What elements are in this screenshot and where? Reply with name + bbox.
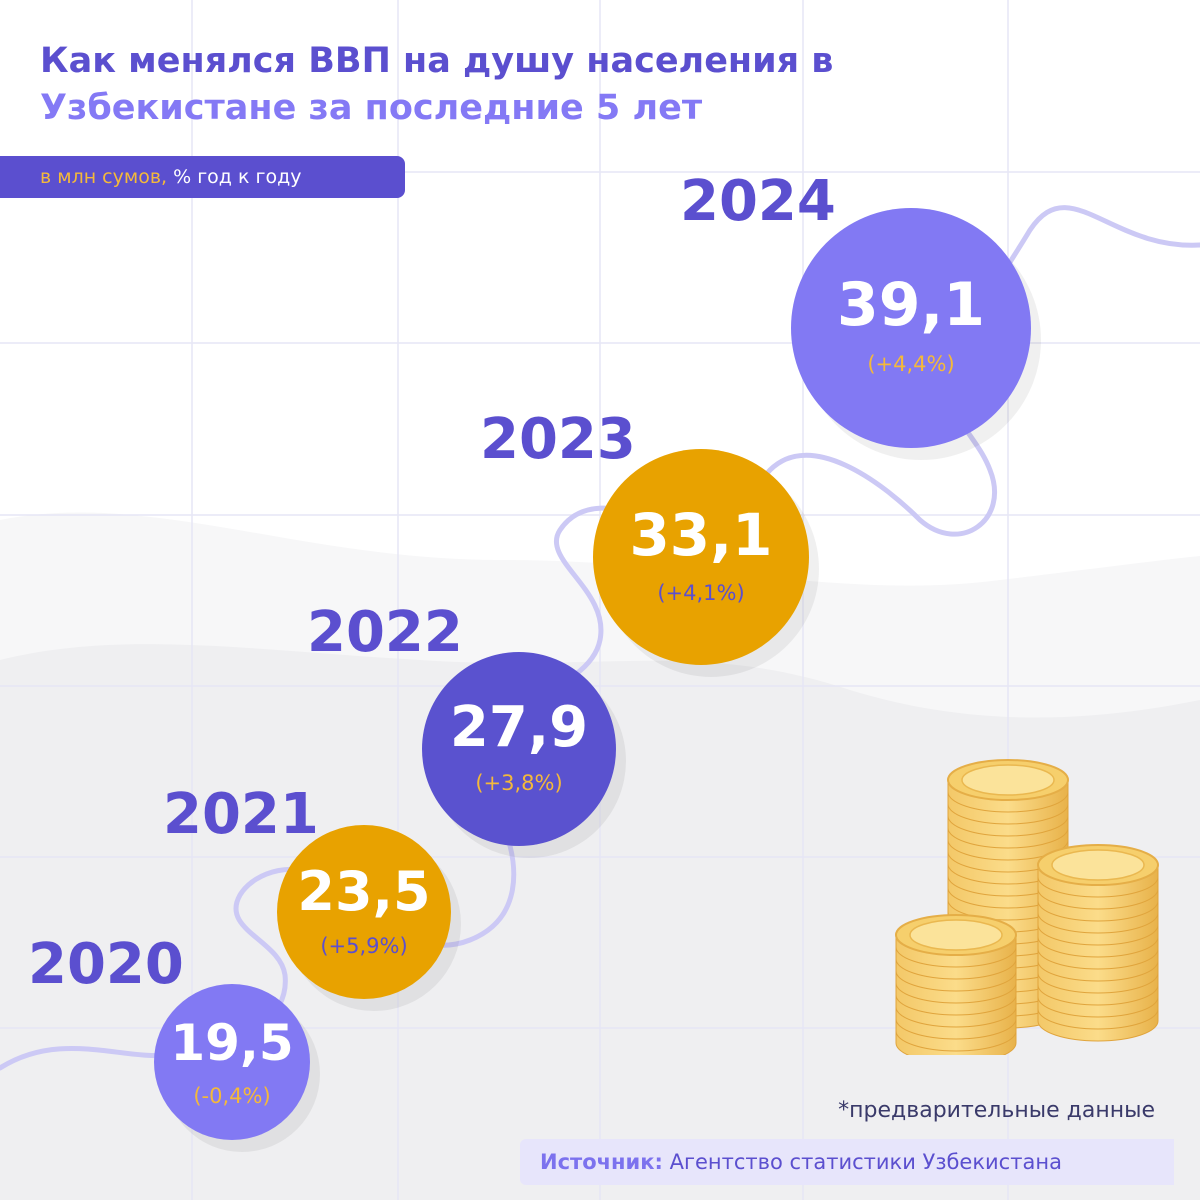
units-label-primary: в млн сумов, xyxy=(40,166,168,188)
data-change-2022: (+3,8%) xyxy=(475,771,563,795)
units-label-secondary: % год к году xyxy=(173,166,302,188)
data-bubble-2021: 23,5 (+5,9%) xyxy=(277,825,451,999)
year-label-2023: 2023 xyxy=(480,407,636,472)
data-value-2022: 27,9 xyxy=(449,695,589,760)
title-line-1: Как менялся ВВП на душу населения в xyxy=(40,41,834,81)
source-text: Агентство статистики Узбекистана xyxy=(662,1150,1062,1174)
coin-stack xyxy=(895,914,1017,1055)
data-value-2020: 19,5 xyxy=(170,1014,294,1072)
data-change-2020: (-0,4%) xyxy=(193,1084,271,1108)
data-bubble-2024: 39,1 (+4,4%) xyxy=(791,208,1031,448)
year-label-2020: 2020 xyxy=(28,932,184,997)
source-label: Источник: xyxy=(540,1150,663,1174)
gold-coins-icon xyxy=(895,759,1159,1055)
data-bubble-2022: 27,9 (+3,8%) xyxy=(422,652,616,846)
chart-title: Как менялся ВВП на душу населения в Узбе… xyxy=(40,38,833,132)
source-bar: Источник: Агентство статистики Узбекиста… xyxy=(520,1139,1174,1185)
data-change-2024: (+4,4%) xyxy=(867,352,955,376)
year-label-2021: 2021 xyxy=(163,782,319,847)
preliminary-data-note: *предварительные данные xyxy=(838,1098,1155,1123)
data-value-2021: 23,5 xyxy=(297,860,431,923)
year-label-2022: 2022 xyxy=(307,600,463,665)
data-value-2023: 33,1 xyxy=(629,501,773,569)
data-change-2023: (+4,1%) xyxy=(657,581,745,605)
title-line-2: Узбекистане за последние 5 лет xyxy=(40,88,703,128)
year-label-2024: 2024 xyxy=(680,169,836,234)
data-bubble-2023: 33,1 (+4,1%) xyxy=(593,449,809,665)
data-value-2024: 39,1 xyxy=(836,270,986,340)
data-bubble-2020: 19,5 (-0,4%) xyxy=(154,984,310,1140)
units-badge: в млн сумов, % год к году xyxy=(0,156,405,198)
coin-stack xyxy=(1037,844,1159,1042)
data-change-2021: (+5,9%) xyxy=(320,934,408,958)
